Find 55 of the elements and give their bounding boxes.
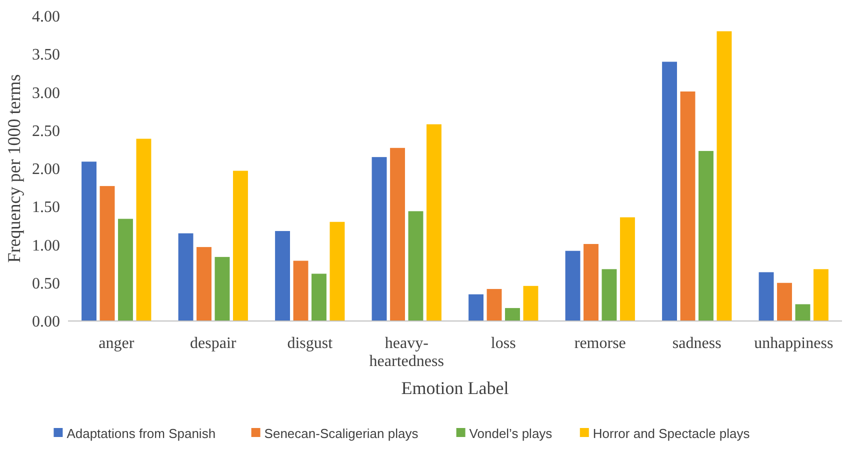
legend-label: Senecan-Scaligerian plays [264,426,419,441]
bar [293,260,308,321]
y-tick-label: 3.00 [32,84,60,102]
y-tick-label: 0.00 [32,314,60,331]
bar [716,31,732,321]
bar [814,269,828,321]
x-tick-label: despair [190,335,237,352]
bar [330,222,345,321]
bar [662,62,677,321]
bar [275,231,290,321]
bar [196,247,212,321]
bar [584,244,598,321]
y-tick-label: 1.00 [32,237,60,254]
bar [312,274,326,321]
bar [390,148,405,321]
x-tick-label: disgust [287,335,334,352]
y-tick-label: 3.50 [32,46,60,64]
bar [468,294,484,321]
y-tick-label: 1.50 [32,199,60,216]
bar [100,186,115,321]
y-tick-label: 0.50 [32,275,60,292]
y-axis-title: Frequency per 1000 terms [4,74,24,263]
bar [214,256,230,321]
bar [602,269,617,321]
bar [698,150,714,321]
x-tick-label: unhappiness [754,335,834,352]
bar [505,308,520,321]
y-tick-label: 4.00 [32,8,60,26]
bar [777,282,792,321]
bar [620,217,635,321]
y-tick-label: 2.00 [32,161,60,178]
bar [118,218,133,321]
bar [795,304,810,321]
bar [372,157,387,321]
legend-label: Adaptations from Spanish [66,426,216,441]
bar [523,286,538,321]
x-axis-title: Emotion Label [401,378,509,398]
bar [408,211,424,321]
bar [486,288,502,321]
y-tick-label: 2.50 [32,122,60,140]
legend-label: Horror and Spectacle plays [592,426,750,441]
legend-label: Vondel’s plays [469,426,553,441]
bar [758,272,774,321]
bar [565,250,580,321]
bar [136,138,152,321]
x-tick-label: loss [490,335,516,352]
x-tick-label: remorse [574,335,626,352]
bar [233,170,248,321]
bar [680,91,696,321]
bar [82,162,96,321]
bar [178,233,194,321]
bar [426,124,442,321]
x-tick-label: sadness [672,335,722,352]
x-tick-label: anger [98,335,135,352]
x-tick-label: heavy-heartedness [369,335,444,370]
